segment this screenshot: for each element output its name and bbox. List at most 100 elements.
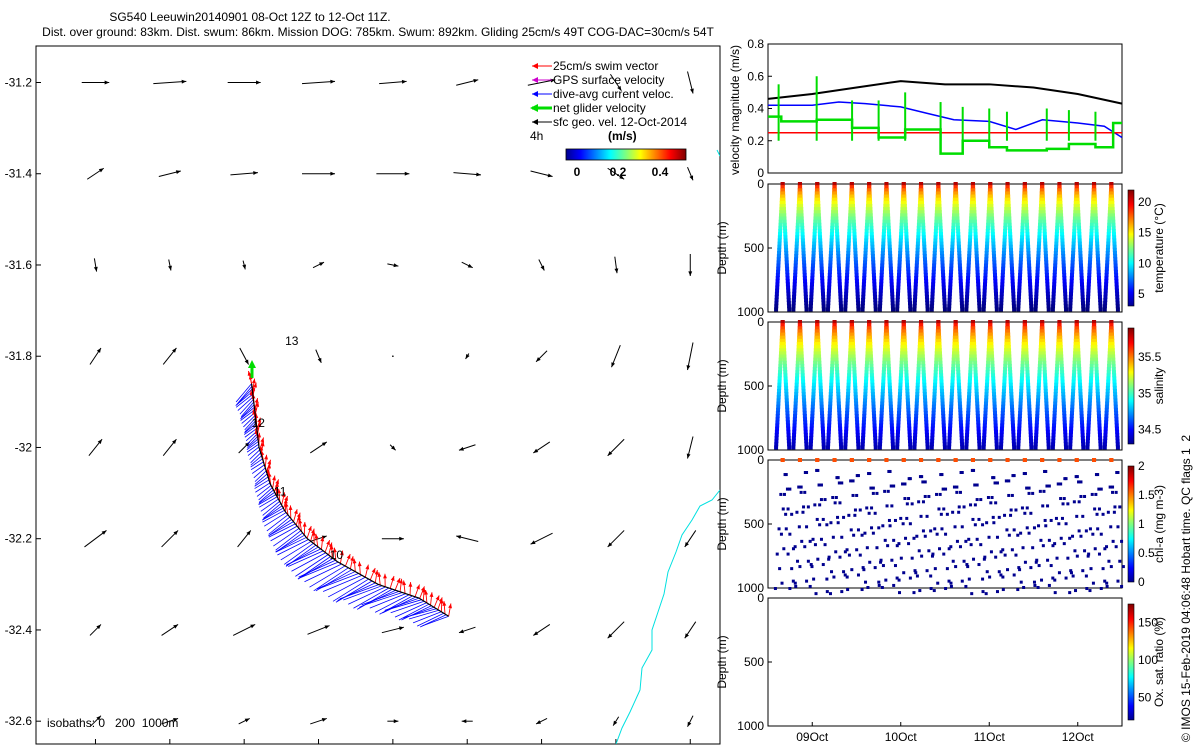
profile-dot (853, 382, 858, 387)
profile-dot (1077, 238, 1082, 243)
profile-dot (916, 370, 921, 375)
profile-dot (1058, 210, 1063, 215)
profile-dot (906, 401, 911, 406)
profile-dot (913, 279, 918, 284)
profile-dot (1044, 469, 1048, 473)
profile-dot (932, 395, 937, 400)
profile-dot (1072, 232, 1077, 237)
profile-dot (855, 429, 860, 434)
profile-dot (1078, 257, 1083, 262)
profile-dot (1073, 203, 1078, 208)
profile-dot (881, 382, 886, 387)
profile-dot (867, 511, 871, 515)
profile-dot (914, 269, 919, 274)
profile-dot (820, 426, 825, 431)
profile-dot (939, 388, 944, 393)
profile-dot (1077, 376, 1082, 381)
profile-dot (1089, 225, 1094, 230)
profile-dot (1051, 426, 1056, 431)
profile-dot (1090, 207, 1095, 212)
profile-dot (1072, 222, 1077, 227)
profile-dot (923, 410, 928, 415)
profile-dot (862, 410, 867, 415)
profile-dot (850, 191, 855, 196)
profile-dot (982, 432, 987, 437)
profile-dot (941, 487, 945, 491)
profile-dot (965, 291, 970, 296)
profile-dot (931, 282, 936, 287)
profile-dot (1088, 244, 1093, 249)
geo-velocity-vector (89, 347, 102, 365)
profile-dot (974, 388, 979, 393)
day-label: 10 (330, 548, 344, 562)
profile-dot (1092, 458, 1097, 462)
profile-dot (860, 304, 865, 309)
depth-label: Depth (m) (715, 635, 729, 688)
profile-dot (1114, 279, 1119, 284)
profile-dot (788, 587, 792, 591)
profile-dot (879, 282, 884, 287)
profile-dot (1087, 407, 1092, 412)
colorbar-tick-label: 5 (1138, 287, 1145, 301)
profile-dot (991, 376, 996, 381)
profile-dot (1029, 439, 1034, 444)
profile-dot (932, 589, 936, 593)
profile-dot (967, 247, 972, 252)
profile-dot (1093, 207, 1098, 212)
profile-dot (778, 367, 783, 372)
profile-dot (834, 496, 838, 500)
profile-dot (965, 282, 970, 287)
profile-dot (1115, 436, 1120, 441)
profile-dot (1061, 250, 1066, 255)
profile-dot (1054, 235, 1059, 240)
profile-dot (890, 301, 895, 306)
profile-dot (881, 373, 886, 378)
profile-dot (797, 485, 801, 489)
profile-dot (953, 458, 958, 462)
profile-dot (1003, 229, 1008, 234)
profile-dot (1037, 229, 1042, 234)
profile-dot (1095, 395, 1100, 400)
profile-dot (975, 276, 980, 281)
profile-dot (1014, 508, 1018, 512)
profile-dot (1062, 542, 1066, 546)
profile-dot (1026, 385, 1031, 390)
profile-dot (774, 442, 779, 447)
profile-dot (839, 307, 844, 312)
profile-dot (994, 439, 999, 444)
profile-dot (855, 426, 860, 431)
profile-dot (777, 247, 782, 252)
profile-dot (886, 222, 891, 227)
geo-velocity-vector (687, 166, 694, 181)
dac-vector (247, 438, 259, 449)
profile-dot (1068, 429, 1073, 434)
profile-dot (1120, 539, 1124, 543)
profile-dot (864, 379, 869, 384)
profile-dot (1023, 329, 1028, 334)
profile-dot (851, 219, 856, 224)
profile-dot (1057, 185, 1062, 190)
profile-dot (969, 543, 973, 547)
profile-dot (853, 513, 857, 517)
profile-dot (847, 225, 852, 230)
profile-dot (956, 235, 961, 240)
profile-dot (913, 569, 917, 573)
profile-dot (912, 307, 917, 312)
profile-dot (1072, 229, 1077, 234)
profile-dot (850, 568, 854, 572)
profile-dot (829, 370, 834, 375)
profile-dot (791, 298, 796, 303)
profile-dot (1027, 414, 1032, 419)
profile-dot (778, 222, 783, 227)
profile-dot (777, 244, 782, 249)
profile-dot (873, 436, 878, 441)
profile-dot (916, 235, 921, 240)
profile-dot (1097, 426, 1102, 431)
geo-velocity-vector (88, 438, 103, 457)
profile-dot (1105, 395, 1110, 400)
profile-dot (915, 385, 920, 390)
geo-velocity-vector (612, 716, 620, 726)
profile-dot (861, 566, 865, 570)
profile-dot (884, 185, 889, 190)
